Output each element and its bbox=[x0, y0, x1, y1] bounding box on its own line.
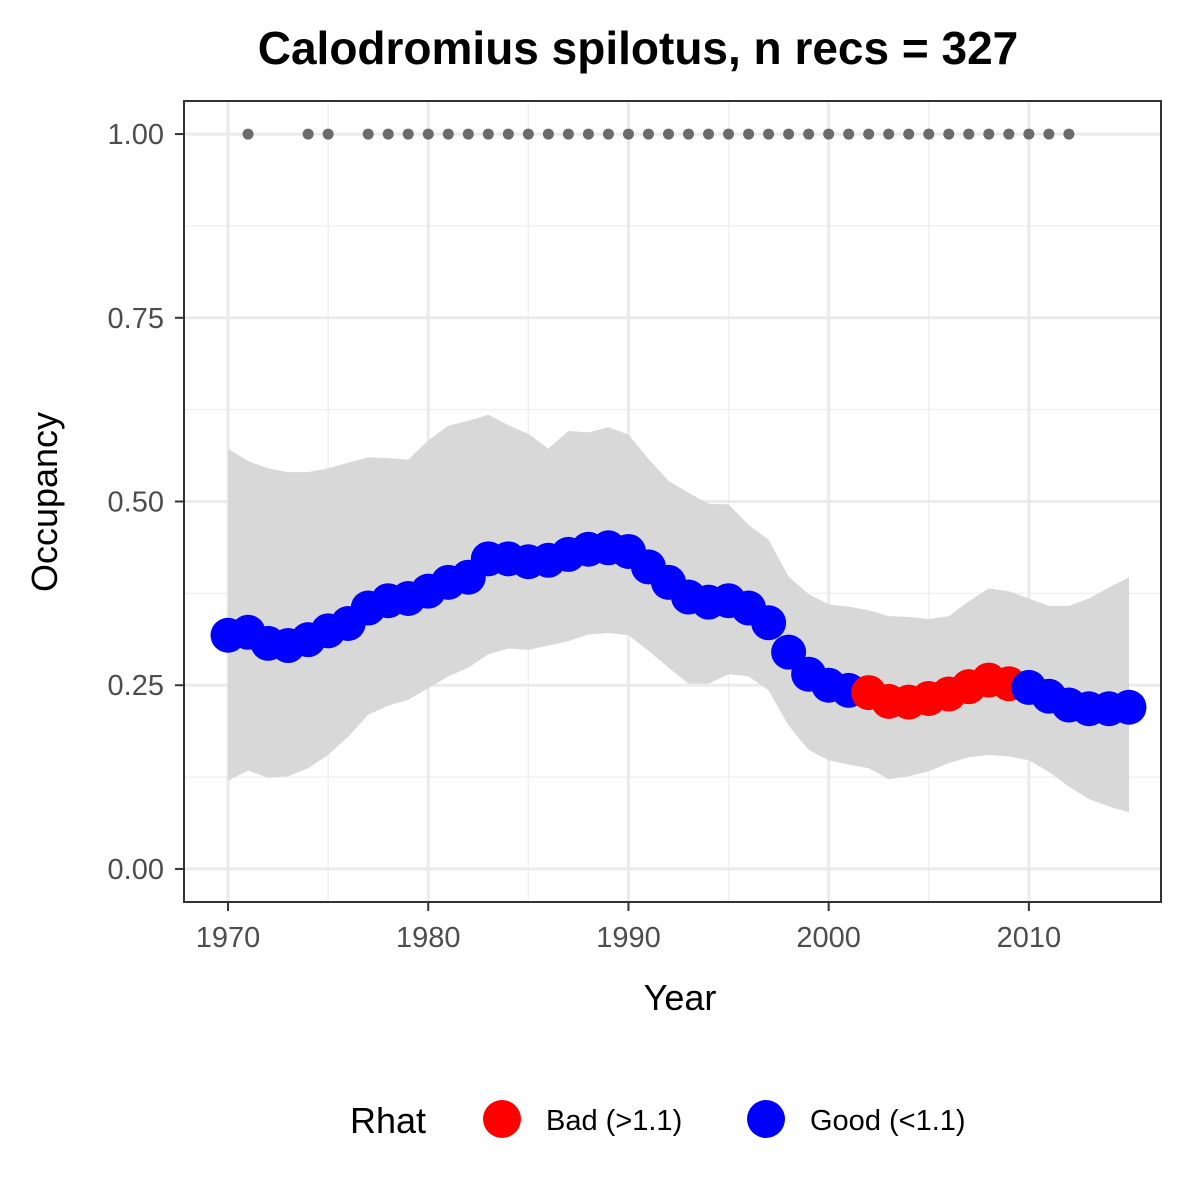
record-dot bbox=[843, 128, 855, 140]
y-tick-label: 0.25 bbox=[108, 670, 164, 702]
y-axis-title: Occupancy bbox=[24, 412, 65, 592]
x-tick-label: 1980 bbox=[396, 922, 461, 954]
record-dot bbox=[422, 128, 434, 140]
record-dot bbox=[602, 128, 614, 140]
record-dot bbox=[1043, 128, 1055, 140]
record-dot bbox=[562, 128, 574, 140]
x-tick-label: 1970 bbox=[196, 922, 261, 954]
record-dot bbox=[703, 128, 715, 140]
record-dot bbox=[242, 128, 254, 140]
record-dot bbox=[723, 128, 735, 140]
legend-label-good: Good (<1.1) bbox=[810, 1105, 966, 1137]
record-dot bbox=[642, 128, 654, 140]
x-axis-title: Year bbox=[644, 977, 717, 1018]
record-dot bbox=[382, 128, 394, 140]
record-dot bbox=[402, 128, 414, 140]
record-dot bbox=[863, 128, 875, 140]
record-dot bbox=[582, 128, 594, 140]
x-tick-label: 2010 bbox=[997, 922, 1062, 954]
legend-title: Rhat bbox=[350, 1100, 426, 1141]
record-dot bbox=[803, 128, 815, 140]
record-dot bbox=[322, 128, 334, 140]
record-dot bbox=[903, 128, 915, 140]
record-dot bbox=[763, 128, 775, 140]
x-axis: 1970 1980 1990 2000 2010 bbox=[196, 902, 1061, 954]
y-tick-label: 0.00 bbox=[108, 854, 164, 886]
occupancy-points bbox=[210, 530, 1147, 727]
record-dot bbox=[963, 128, 975, 140]
record-dot bbox=[1003, 128, 1015, 140]
record-year-dots bbox=[242, 128, 1075, 140]
record-dot bbox=[462, 128, 474, 140]
y-tick-label: 1.00 bbox=[108, 119, 164, 151]
y-tick-label: 0.75 bbox=[108, 303, 164, 335]
record-dot bbox=[1063, 128, 1075, 140]
record-dot bbox=[362, 128, 374, 140]
legend: Rhat Bad (>1.1) Good (<1.1) bbox=[350, 1100, 966, 1141]
chart-title: Calodromius spilotus, n recs = 327 bbox=[258, 22, 1019, 74]
record-dot bbox=[923, 128, 935, 140]
y-axis: 0.00 0.25 0.50 0.75 1.00 bbox=[108, 119, 184, 886]
record-dot bbox=[482, 128, 494, 140]
plot-panel bbox=[183, 100, 1162, 903]
occupancy-point bbox=[751, 605, 787, 641]
record-dot bbox=[302, 128, 314, 140]
legend-key-good bbox=[747, 1100, 785, 1138]
y-tick-label: 0.50 bbox=[108, 487, 164, 519]
record-dot bbox=[502, 128, 514, 140]
record-dot bbox=[683, 128, 695, 140]
record-dot bbox=[883, 128, 895, 140]
record-dot bbox=[542, 128, 554, 140]
legend-label-bad: Bad (>1.1) bbox=[546, 1105, 682, 1137]
record-dot bbox=[662, 128, 674, 140]
record-dot bbox=[442, 128, 454, 140]
record-dot bbox=[622, 128, 634, 140]
record-dot bbox=[983, 128, 995, 140]
x-tick-label: 2000 bbox=[796, 922, 861, 954]
record-dot bbox=[783, 128, 795, 140]
record-dot bbox=[522, 128, 534, 140]
record-dot bbox=[1023, 128, 1035, 140]
record-dot bbox=[823, 128, 835, 140]
record-dot bbox=[943, 128, 955, 140]
x-tick-label: 1990 bbox=[596, 922, 661, 954]
legend-key-bad bbox=[483, 1100, 521, 1138]
record-dot bbox=[743, 128, 755, 140]
occupancy-point bbox=[1111, 689, 1147, 725]
